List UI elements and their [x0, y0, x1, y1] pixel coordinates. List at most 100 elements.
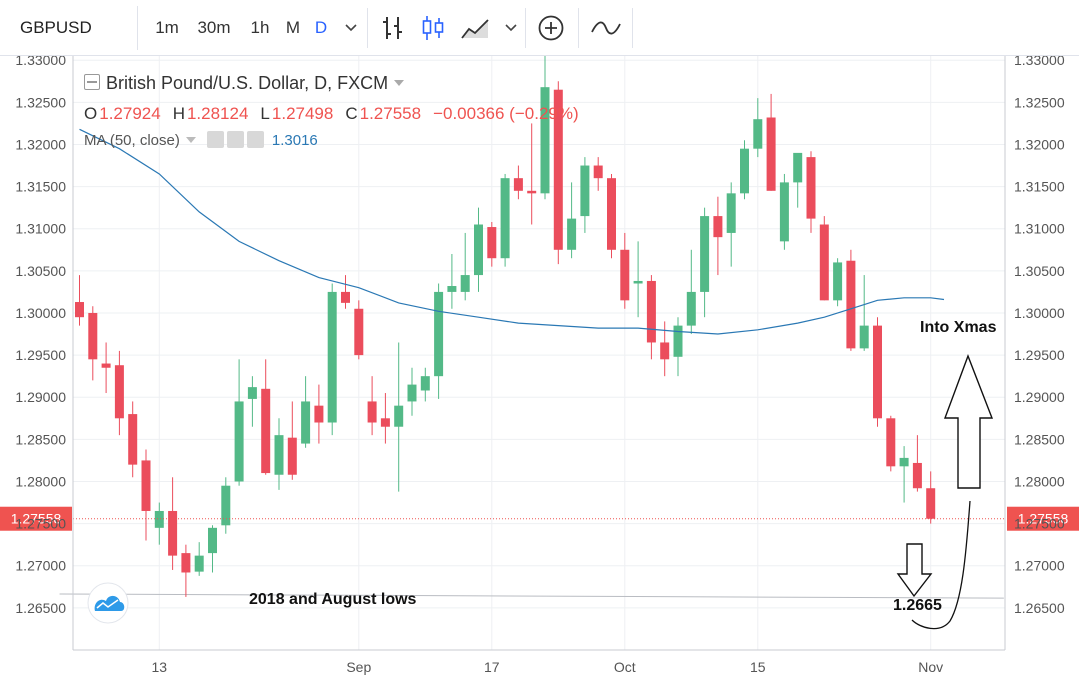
add-indicator-icon[interactable]: [537, 14, 565, 42]
y-tick-label-right: 1.32000: [1014, 136, 1065, 152]
candle-style-icon[interactable]: [420, 14, 446, 42]
y-tick-label-right: 1.30000: [1014, 305, 1065, 321]
candle-body-down: [88, 312, 98, 360]
candle-body-up: [154, 510, 164, 528]
y-tick-label-right: 1.28000: [1014, 473, 1065, 489]
y-tick-label-left: 1.31500: [15, 179, 66, 195]
close-icon[interactable]: [246, 131, 264, 148]
area-style-icon[interactable]: [460, 14, 490, 42]
y-tick-label-left: 1.29000: [15, 389, 66, 405]
ohlc-readout: O 1.27924 H 1.28124 L 1.27498 C 1.27558 −0.00366…: [84, 104, 591, 124]
chart-legend-title: British Pound/U.S. Dollar, D, FXCM: [84, 73, 405, 94]
cloud-icon: [94, 595, 125, 611]
interval-1h-button[interactable]: 1h: [250, 18, 270, 37]
candle-body-down: [593, 165, 603, 179]
caret-down-icon[interactable]: [394, 80, 405, 86]
collapse-legend-icon[interactable]: [84, 74, 100, 90]
candle-body-up: [633, 280, 643, 284]
caret-down-icon[interactable]: [185, 137, 196, 143]
candle-body-down: [367, 401, 377, 423]
candle-body-up: [194, 555, 204, 572]
y-tick-label-left: 1.31000: [15, 221, 66, 237]
candle-body-up: [474, 224, 483, 276]
up-arrow-icon: [943, 354, 994, 489]
toolbar-divider: [578, 8, 579, 48]
y-tick-label-right: 1.27000: [1014, 558, 1065, 574]
bar-style-icon[interactable]: [380, 14, 406, 42]
y-tick-label-left: 1.27000: [15, 558, 66, 574]
y-tick-label-right: 1.29500: [1014, 347, 1065, 363]
candle-body-up: [394, 405, 404, 427]
y-tick-label-right: 1.27500: [1014, 516, 1065, 532]
candle-body-up: [740, 148, 749, 194]
candle-body-down: [806, 157, 816, 219]
last-price-text-right: 1.27558: [1018, 511, 1069, 527]
ma-legend: MA (50, close) 1.3016: [84, 131, 318, 149]
y-tick-label-left: 1.30000: [15, 305, 66, 321]
interval-1m-button[interactable]: 1m: [155, 18, 179, 37]
candle-body-up: [793, 152, 803, 183]
candle-body-down: [713, 216, 723, 238]
interval-30m-button[interactable]: 30m: [197, 18, 231, 37]
chevron-down-icon[interactable]: [502, 14, 520, 42]
candle-body-down: [873, 325, 882, 419]
y-tick-label-left: 1.30500: [15, 263, 66, 279]
candle-body-down: [620, 249, 630, 301]
x-tick-label: 15: [750, 659, 766, 675]
interval-day-button[interactable]: D: [314, 18, 328, 37]
support-line-layer: [59, 593, 1004, 599]
candle-body-down: [128, 414, 138, 465]
close-label: C: [345, 104, 358, 123]
candle-body-up: [500, 178, 510, 259]
candle-body-down: [114, 365, 124, 419]
last-price-text-left: 1.27558: [11, 511, 62, 527]
candle-body-up: [407, 384, 417, 402]
price-chart[interactable]: 1.27558 1.27558 2018 and August lows Into X…: [0, 56, 1079, 682]
tradingview-logo-icon: [87, 582, 129, 624]
chevron-down-icon[interactable]: [342, 14, 360, 42]
y-tick-label-right: 1.26500: [1014, 600, 1065, 616]
toolbar-divider: [367, 8, 368, 48]
candle-body-up: [460, 275, 470, 292]
candle-body-down: [101, 363, 111, 368]
y-tick-label-right: 1.28500: [1014, 431, 1065, 447]
candle-body-up: [540, 87, 550, 194]
eye-icon[interactable]: [206, 131, 224, 148]
candle-body-down: [846, 260, 856, 349]
candle-body-down: [261, 388, 271, 474]
change-value: −0.00366 (−0.29%): [433, 104, 579, 123]
candle-body-up: [673, 325, 683, 357]
low-label: L: [260, 104, 270, 123]
candle-body-up: [327, 291, 337, 423]
logo-trend-icon: [96, 599, 119, 609]
candle-body-up: [700, 216, 710, 292]
open-label: O: [84, 104, 98, 123]
compare-icon[interactable]: [590, 14, 622, 42]
candle-body-down: [314, 405, 324, 423]
y-tick-label-left: 1.33000: [15, 56, 66, 68]
ma-label: MA (50, close): [84, 132, 180, 149]
candle-body-up: [274, 435, 284, 475]
candle-body-down: [287, 437, 297, 475]
symbol-search-button[interactable]: GBPUSD: [6, 6, 138, 50]
candle-body-up: [208, 527, 217, 554]
x-tick-label: 13: [152, 659, 168, 675]
candle-body-down: [141, 460, 151, 511]
candle-body-up: [899, 457, 909, 467]
candle-body-up: [753, 119, 763, 149]
candle-body-down: [341, 291, 350, 303]
candle-body-up: [686, 291, 696, 326]
candle-body-down: [819, 224, 829, 301]
high-value: 1.28124: [186, 104, 249, 123]
axes-layer: 1.33000 1.33000 1.32500 1.32500 1.32000 1.320…: [15, 56, 1065, 675]
close-value: 1.27558: [359, 104, 422, 123]
candle-body-down: [646, 280, 656, 343]
gear-icon[interactable]: [226, 131, 244, 148]
y-tick-label-right: 1.31500: [1014, 179, 1065, 195]
candle-body-down: [181, 553, 191, 573]
x-tick-label: Sep: [346, 659, 371, 675]
y-tick-label-right: 1.29000: [1014, 389, 1065, 405]
candle-body-up: [833, 262, 843, 301]
top-toolbar: GBPUSD 1m 30m 1h M D: [0, 0, 1079, 56]
interval-month-button[interactable]: M: [285, 18, 301, 37]
